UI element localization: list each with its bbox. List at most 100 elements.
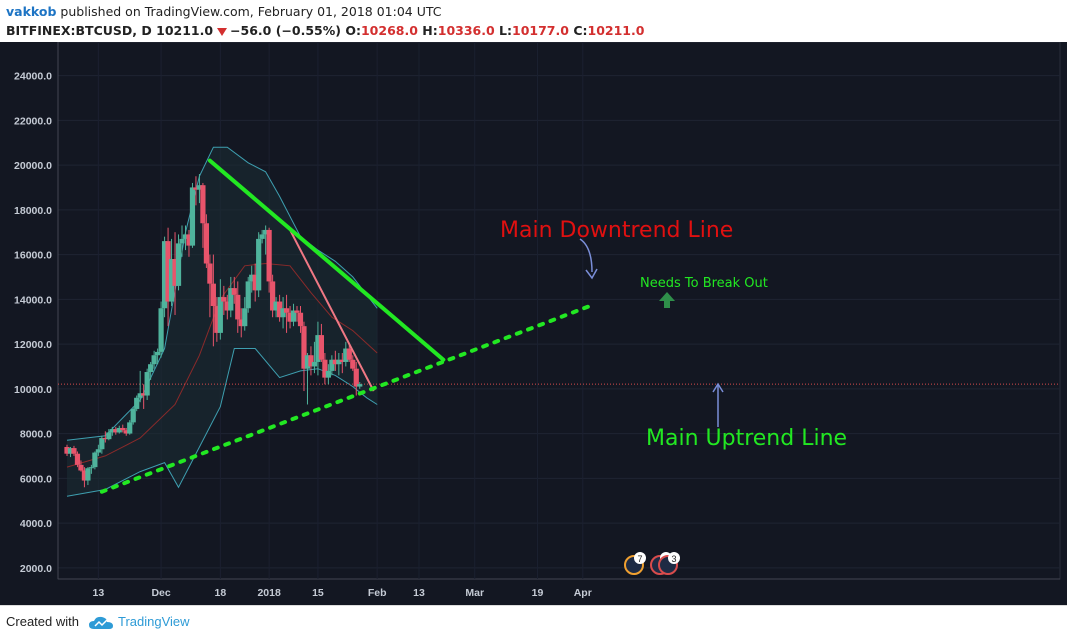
uptrend-annotation: Main Uptrend Line bbox=[646, 426, 847, 451]
published-text: published on TradingView.com, February 0… bbox=[60, 4, 442, 19]
price-chart[interactable]: 2000.0 4000.0 6000.0 8000.0 10000.0 12000.0 14… bbox=[0, 42, 1067, 605]
candle-body bbox=[273, 301, 279, 311]
candle-body bbox=[88, 467, 94, 469]
x-tick-label: Apr bbox=[574, 587, 592, 599]
candle-body bbox=[283, 308, 290, 313]
y-tick-label: 14000.0 bbox=[14, 294, 52, 306]
y-tick-label: 2000.0 bbox=[20, 563, 52, 575]
x-tick-label: 13 bbox=[93, 587, 105, 599]
y-tick-label: 8000.0 bbox=[20, 429, 52, 441]
y-tick-label: 20000.0 bbox=[14, 160, 52, 172]
candle-body bbox=[217, 297, 223, 333]
y-tick-label: 22000.0 bbox=[14, 115, 52, 127]
low-value: 10177.0 bbox=[512, 23, 569, 38]
candle-body bbox=[203, 223, 209, 264]
author-link[interactable]: vakkob bbox=[6, 4, 57, 19]
candle-body bbox=[172, 259, 178, 286]
created-with-text: Created with bbox=[6, 614, 79, 629]
candle-body bbox=[85, 468, 91, 481]
candle-body bbox=[297, 312, 304, 327]
candle-body bbox=[245, 281, 251, 309]
downtrend-annotation: Main Downtrend Line bbox=[500, 218, 733, 243]
candle-body bbox=[308, 355, 314, 367]
candle-body bbox=[109, 429, 115, 433]
candle-body bbox=[151, 355, 157, 365]
y-tick-label: 18000.0 bbox=[14, 205, 52, 217]
candle-body bbox=[290, 310, 297, 322]
candle-body bbox=[343, 348, 349, 362]
candle-body bbox=[263, 229, 269, 235]
last-price: 10211.0 bbox=[156, 23, 214, 38]
candle-body bbox=[168, 259, 175, 302]
candle-body bbox=[294, 310, 300, 313]
candle-body bbox=[92, 452, 98, 468]
bollinger-lower bbox=[66, 348, 378, 497]
candle-body bbox=[235, 294, 241, 320]
down-arrow-icon bbox=[217, 27, 228, 36]
open-label: O: bbox=[345, 23, 361, 38]
y-tick-label: 4000.0 bbox=[20, 518, 52, 530]
candle-body bbox=[193, 187, 199, 190]
candle-body bbox=[155, 351, 161, 356]
candle-body bbox=[179, 238, 185, 244]
chart-header: vakkob published on TradingView.com, Feb… bbox=[0, 0, 1067, 42]
candle-body bbox=[67, 448, 74, 454]
candle-body bbox=[116, 427, 122, 433]
bollinger-upper bbox=[66, 146, 378, 441]
x-tick-label: 15 bbox=[312, 587, 324, 599]
candle-body bbox=[189, 187, 196, 246]
candle-body bbox=[238, 319, 244, 327]
candle-body bbox=[259, 234, 265, 239]
x-tick-label: Dec bbox=[151, 587, 170, 599]
downtrend-pointer-arrow bbox=[579, 238, 593, 273]
candle-body bbox=[332, 359, 338, 365]
candle-body bbox=[318, 335, 325, 360]
close-value: 10211.0 bbox=[587, 23, 645, 38]
candle-body bbox=[210, 283, 216, 307]
uptrend-pointer-head bbox=[712, 382, 724, 393]
main-downtrend-line bbox=[207, 158, 446, 362]
candle-body bbox=[158, 308, 164, 352]
breakout-annotation: Needs To Break Out bbox=[640, 276, 768, 291]
candle-body bbox=[64, 446, 70, 454]
event-badge-count-bg bbox=[668, 552, 680, 564]
candle-body bbox=[120, 427, 126, 431]
moving-average bbox=[66, 262, 378, 468]
candle-body bbox=[113, 429, 119, 433]
tradingview-link[interactable]: TradingView bbox=[118, 614, 190, 629]
candle-body bbox=[311, 361, 318, 367]
candle-body bbox=[256, 238, 262, 291]
candle-body bbox=[228, 288, 234, 311]
candle-body bbox=[357, 384, 363, 387]
candle-body bbox=[214, 306, 220, 333]
candle-body bbox=[186, 234, 192, 246]
candle-body bbox=[249, 274, 255, 282]
candle-body bbox=[280, 308, 286, 318]
candle-body bbox=[301, 326, 307, 369]
y-tick-label: 24000.0 bbox=[14, 71, 52, 83]
footer: Created with TradingView bbox=[0, 605, 1067, 638]
candle-body bbox=[141, 393, 147, 396]
y-tick-label: 6000.0 bbox=[20, 473, 52, 485]
event-badge-count: 7 bbox=[637, 554, 642, 564]
event-badge-count-bg bbox=[634, 552, 646, 564]
x-tick-label: 19 bbox=[532, 587, 544, 599]
candle-body bbox=[81, 470, 88, 481]
tradingview-cloud-icon[interactable] bbox=[88, 616, 114, 630]
candle-body bbox=[350, 359, 356, 369]
candle-body bbox=[346, 348, 352, 360]
candle-body bbox=[221, 297, 227, 302]
x-tick-label: Mar bbox=[465, 587, 484, 599]
candle-body bbox=[252, 274, 258, 291]
candle-body bbox=[276, 301, 283, 318]
y-tick-label: 12000.0 bbox=[14, 339, 52, 351]
candle-body bbox=[130, 408, 136, 423]
candle-body bbox=[207, 263, 213, 284]
candle-body bbox=[182, 234, 189, 239]
high-label: H: bbox=[422, 23, 438, 38]
candle-body bbox=[74, 453, 81, 465]
candle-body bbox=[336, 359, 342, 365]
y-tick-label: 16000.0 bbox=[14, 250, 52, 262]
breakout-arrow-head bbox=[659, 292, 675, 301]
candle-body bbox=[270, 281, 276, 311]
